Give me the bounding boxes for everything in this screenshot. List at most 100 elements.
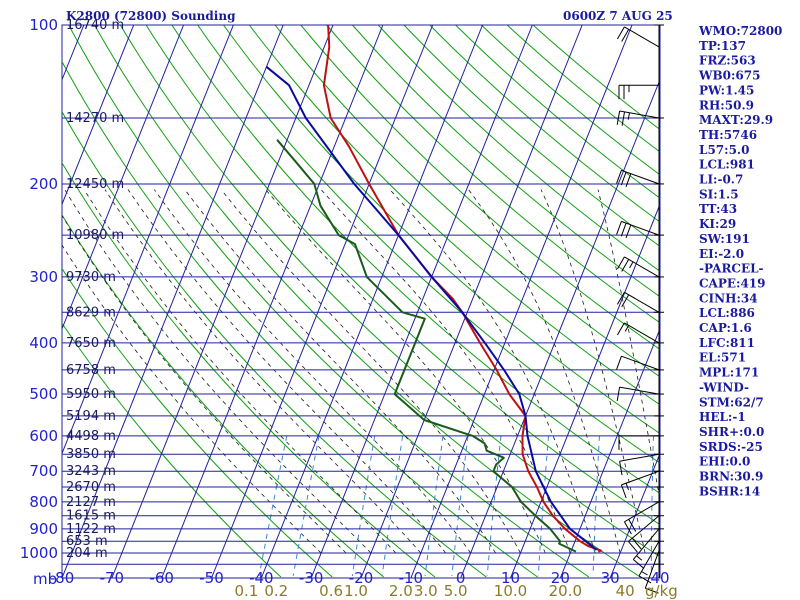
wind-barb xyxy=(632,528,660,569)
index-entry: -WIND- xyxy=(699,380,749,394)
isotherm-line xyxy=(62,25,184,331)
dry-adiabat-line xyxy=(352,25,660,298)
mixing-ratio-unit: g/kg xyxy=(645,582,678,600)
mixing-ratio-label: 0.6 xyxy=(319,582,343,600)
dry-adiabat-line xyxy=(145,25,660,526)
moist-adiabat-line xyxy=(389,189,596,554)
height-label: 16740 m xyxy=(66,18,124,33)
temperature-tick-label: 30 xyxy=(601,569,620,587)
temperature-tick-label: 40 xyxy=(650,569,669,587)
index-entry: LFC:811 xyxy=(699,336,755,350)
isotherm-line xyxy=(510,202,660,578)
height-label: 9730 m xyxy=(66,270,116,285)
dry-adiabat-line xyxy=(62,214,384,578)
mixing-ratio-label: 0.2 xyxy=(264,582,288,600)
index-entry: KI:29 xyxy=(699,217,736,231)
dry-adiabat-line xyxy=(300,25,660,351)
parcel-line xyxy=(265,66,598,551)
height-label: 6758 m xyxy=(66,363,116,378)
index-entry: LI:-0.7 xyxy=(699,173,743,187)
wind-barb xyxy=(616,355,660,371)
mixing-ratio-line xyxy=(537,435,549,576)
dry-adiabat-line xyxy=(119,25,660,558)
index-entry: -PARCEL- xyxy=(699,262,764,276)
stability-indices-panel: WMO:72800TP:137FRZ:563WB0:675PW:1.45RH:5… xyxy=(698,24,782,498)
index-entry: EHI:0.0 xyxy=(699,455,750,469)
mixing-ratio-line xyxy=(424,435,444,576)
index-entry: HEL:-1 xyxy=(699,410,746,424)
isotherm-lines xyxy=(62,25,660,578)
index-entry: CAPE:419 xyxy=(699,276,766,290)
index-entry: EI:-2.0 xyxy=(699,247,744,261)
temperature-tick-label: -50 xyxy=(199,569,224,587)
index-entry: CINH:34 xyxy=(699,291,758,305)
temperature-tick-label: 10 xyxy=(501,569,520,587)
dry-adiabat-line xyxy=(248,25,660,406)
moist-adiabat-line xyxy=(104,189,422,554)
isotherm-line xyxy=(609,452,660,578)
index-entry: LCL:886 xyxy=(699,306,755,320)
mixing-ratio-label: 5.0 xyxy=(444,582,468,600)
index-entry: STM:62/7 xyxy=(699,395,764,409)
index-entry: MPL:171 xyxy=(699,366,759,380)
index-entry: SW:191 xyxy=(699,232,750,246)
pressure-tick-label: 200 xyxy=(29,175,58,193)
height-label: 2127 m xyxy=(66,495,116,510)
dry-adiabat-line xyxy=(429,25,660,223)
moist-adiabat-line xyxy=(540,189,646,554)
dry-adiabat-line xyxy=(62,161,436,578)
pressure-tick-label: 800 xyxy=(29,493,58,511)
wind-barb xyxy=(616,256,660,278)
index-entry: BSHR:14 xyxy=(699,484,760,498)
mixing-ratio-label: 2.0 xyxy=(389,582,413,600)
dry-adiabat-line xyxy=(532,25,660,131)
pressure-tick-label: 700 xyxy=(29,462,58,480)
height-label: 1615 m xyxy=(66,509,116,524)
wind-barb xyxy=(644,550,660,594)
moist-adiabat-line xyxy=(62,244,322,554)
isotherm-line xyxy=(62,25,135,206)
height-label: 3243 m xyxy=(66,464,116,479)
moist-adiabat-line xyxy=(83,189,397,554)
moist-adiabat-line xyxy=(62,214,347,554)
temperature-tick-label: -60 xyxy=(149,569,174,587)
index-entry: SHR+:0.0 xyxy=(699,425,764,439)
wind-barb-column xyxy=(616,24,664,594)
dry-adiabat-line xyxy=(274,25,660,378)
dry-adiabat-line xyxy=(403,25,660,248)
pressure-axis-label: mb xyxy=(33,570,57,588)
dry-adiabat-line xyxy=(62,110,487,578)
index-entry: WB0:675 xyxy=(698,69,760,83)
wind-barb xyxy=(616,26,660,48)
mixing-ratio-label: 40 xyxy=(616,582,635,600)
dry-adiabat-line xyxy=(62,322,282,578)
height-label: 204 m xyxy=(66,546,108,561)
index-entry: PW:1.45 xyxy=(699,83,754,97)
wind-barb xyxy=(638,540,660,584)
index-entry: CAP:1.6 xyxy=(699,321,752,335)
pressure-tick-label: 500 xyxy=(29,385,58,403)
wind-barb xyxy=(628,515,660,553)
wind-barb xyxy=(616,322,660,344)
dry-adiabat-line xyxy=(506,25,660,153)
wind-barb xyxy=(616,386,660,401)
pressure-tick-label: 400 xyxy=(29,334,58,352)
mixing-ratio-line xyxy=(451,435,469,576)
wind-barb xyxy=(619,453,660,476)
mixing-ratio-line xyxy=(592,435,600,576)
pressure-tick-label: 300 xyxy=(29,268,58,286)
dewpoint-line xyxy=(276,139,577,553)
isotherm-line xyxy=(211,25,434,578)
chart-title: K2800 (72800) Sounding xyxy=(66,9,236,23)
mixing-ratio-line xyxy=(292,435,320,576)
dry-adiabat-line xyxy=(94,25,641,578)
mixing-ratio-label: 0.1 xyxy=(234,582,258,600)
mixing-ratio-line xyxy=(486,435,502,576)
moist-adiabat-line xyxy=(127,189,447,554)
wind-barb xyxy=(618,435,659,450)
pressure-tick-label: 600 xyxy=(29,427,58,445)
mixing-ratio-label: 10.0 xyxy=(494,582,527,600)
isotherm-line xyxy=(310,25,533,578)
